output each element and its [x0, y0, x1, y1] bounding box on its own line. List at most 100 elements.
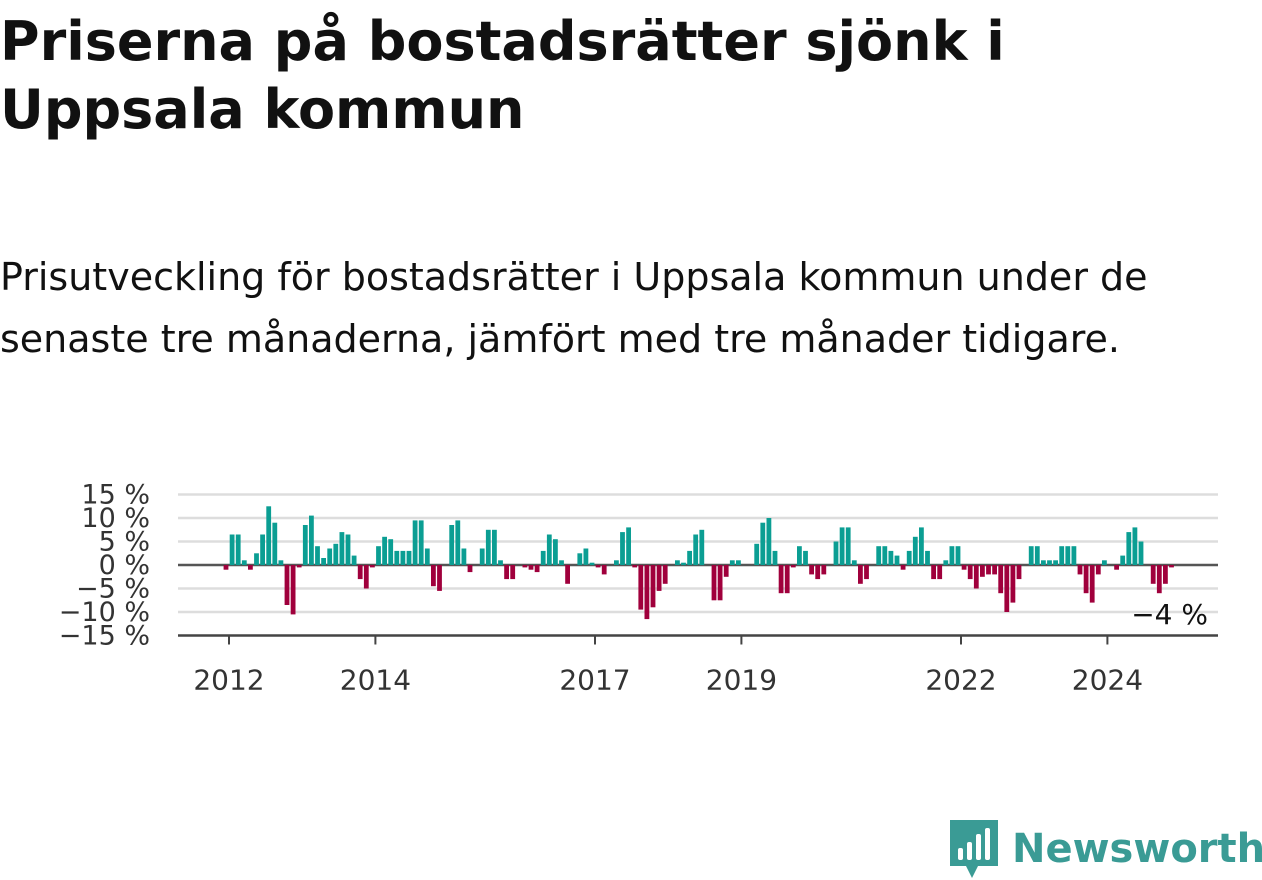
bar — [1059, 546, 1065, 565]
bar — [699, 529, 705, 566]
bar — [565, 565, 570, 584]
bar — [315, 546, 320, 565]
y-tick-label: −10 % — [59, 597, 150, 628]
bar — [912, 536, 918, 565]
bar — [1132, 527, 1138, 565]
y-tick-label: 10 % — [81, 503, 150, 534]
bar — [967, 565, 973, 580]
bar — [1138, 541, 1144, 565]
bar — [662, 565, 668, 584]
bar — [1120, 555, 1126, 565]
bar — [717, 565, 723, 601]
bar — [711, 565, 717, 601]
bar — [540, 550, 546, 565]
y-tick-label: 15 % — [81, 480, 150, 511]
bar — [449, 525, 455, 565]
bar — [845, 527, 851, 565]
bar — [595, 565, 601, 568]
x-tick-label: 2019 — [706, 664, 777, 697]
bar — [534, 565, 540, 573]
bar — [296, 565, 302, 568]
y-tick-label: −15 % — [59, 621, 150, 652]
bar — [614, 560, 619, 565]
bar — [754, 543, 760, 565]
bar — [522, 565, 528, 568]
bar — [919, 527, 924, 565]
bar — [900, 565, 906, 570]
bar — [1028, 546, 1034, 565]
bar — [1053, 560, 1058, 565]
bar — [778, 565, 784, 594]
chart-subtitle: Prisutveckling för bostadsrätter i Uppsa… — [0, 255, 1148, 361]
bar — [223, 565, 229, 570]
bar — [864, 565, 869, 580]
bar — [656, 565, 662, 591]
bar — [858, 565, 863, 584]
bar — [943, 560, 949, 565]
bar — [766, 518, 772, 565]
bar — [1065, 546, 1071, 565]
bar — [736, 560, 741, 565]
bar — [937, 565, 943, 580]
logo-text: Newsworthy — [1012, 826, 1262, 872]
bar — [687, 550, 692, 565]
bar — [1034, 546, 1040, 565]
bar — [1047, 560, 1052, 565]
bar — [1010, 565, 1016, 603]
bar — [418, 520, 424, 565]
bar — [290, 565, 296, 615]
x-tick-label: 2022 — [925, 664, 996, 697]
bar — [376, 546, 381, 565]
bar — [925, 550, 930, 565]
bar-chart: 15 %10 %5 %0 %−5 %−10 %−15 % 2012 2014 201… — [59, 480, 1218, 697]
y-axis-ticks: 15 %10 %5 %0 %−5 %−10 %−15 % — [59, 480, 150, 652]
bar — [998, 565, 1004, 594]
x-tick-label: 2012 — [193, 664, 264, 697]
bar — [693, 534, 699, 566]
bar — [370, 565, 375, 568]
bar — [790, 565, 796, 568]
bar — [546, 534, 552, 566]
bar — [1156, 565, 1162, 594]
bar-chart-speech-bubble-icon — [950, 820, 998, 878]
bar — [388, 539, 394, 566]
bar — [1169, 565, 1174, 568]
bar — [601, 565, 607, 575]
bar — [992, 565, 997, 575]
bar — [455, 520, 461, 565]
bar — [973, 565, 979, 589]
bar — [492, 529, 497, 566]
y-tick-label: −5 % — [76, 574, 150, 605]
bar — [278, 560, 284, 565]
bar — [1083, 565, 1089, 594]
bar — [1126, 532, 1132, 565]
bar — [260, 534, 265, 566]
bar — [894, 555, 900, 565]
newsworthy-logo: Newsworthy — [948, 818, 1262, 880]
bar — [839, 527, 845, 565]
bar — [681, 562, 686, 566]
bar — [479, 548, 485, 565]
bar — [626, 527, 631, 565]
bar — [248, 565, 253, 570]
bar — [309, 515, 314, 565]
bar — [797, 546, 802, 565]
bar — [589, 562, 595, 566]
bars — [223, 506, 1174, 620]
bar — [980, 565, 985, 577]
bar — [351, 555, 357, 565]
bar — [833, 541, 839, 565]
bar — [400, 550, 406, 565]
bar — [345, 534, 351, 566]
bar — [1016, 565, 1022, 580]
bar — [1114, 565, 1119, 570]
bar — [363, 565, 369, 589]
bar — [577, 553, 583, 566]
bar — [675, 560, 680, 565]
bar — [1163, 565, 1168, 584]
bar — [723, 565, 729, 577]
y-tick-label: 5 % — [99, 527, 150, 558]
bar — [888, 550, 894, 565]
bar — [1041, 560, 1046, 565]
bar — [1102, 560, 1107, 565]
